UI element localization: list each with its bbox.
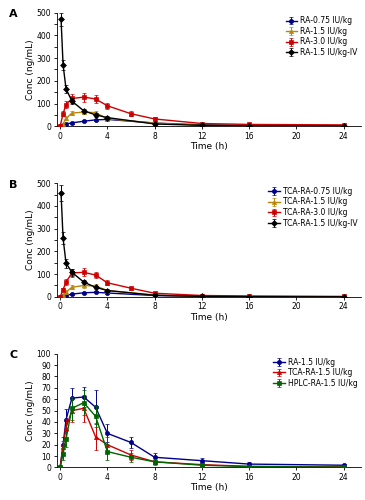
X-axis label: Time (h): Time (h) [190, 142, 228, 151]
Y-axis label: Conc (ng/mL): Conc (ng/mL) [26, 210, 35, 270]
X-axis label: Time (h): Time (h) [190, 313, 228, 322]
Legend: TCA-RA-0.75 IU/kg, TCA-RA-1.5 IU/kg, TCA-RA-3.0 IU/kg, TCA-RA-1.5 IU/kg-IV: TCA-RA-0.75 IU/kg, TCA-RA-1.5 IU/kg, TCA… [267, 186, 359, 229]
Text: C: C [9, 350, 18, 360]
Legend: RA-1.5 IU/kg, TCA-RA-1.5 IU/kg, HPLC-RA-1.5 IU/kg: RA-1.5 IU/kg, TCA-RA-1.5 IU/kg, HPLC-RA-… [272, 356, 359, 389]
Y-axis label: Conc (ng/mL): Conc (ng/mL) [26, 39, 35, 100]
Y-axis label: Conc (ng/mL): Conc (ng/mL) [26, 380, 35, 441]
X-axis label: Time (h): Time (h) [190, 484, 228, 492]
Legend: RA-0.75 IU/kg, RA-1.5 IU/kg, RA-3.0 IU/kg, RA-1.5 IU/kg-IV: RA-0.75 IU/kg, RA-1.5 IU/kg, RA-3.0 IU/k… [284, 15, 359, 59]
Text: A: A [9, 9, 18, 19]
Text: B: B [9, 180, 18, 190]
